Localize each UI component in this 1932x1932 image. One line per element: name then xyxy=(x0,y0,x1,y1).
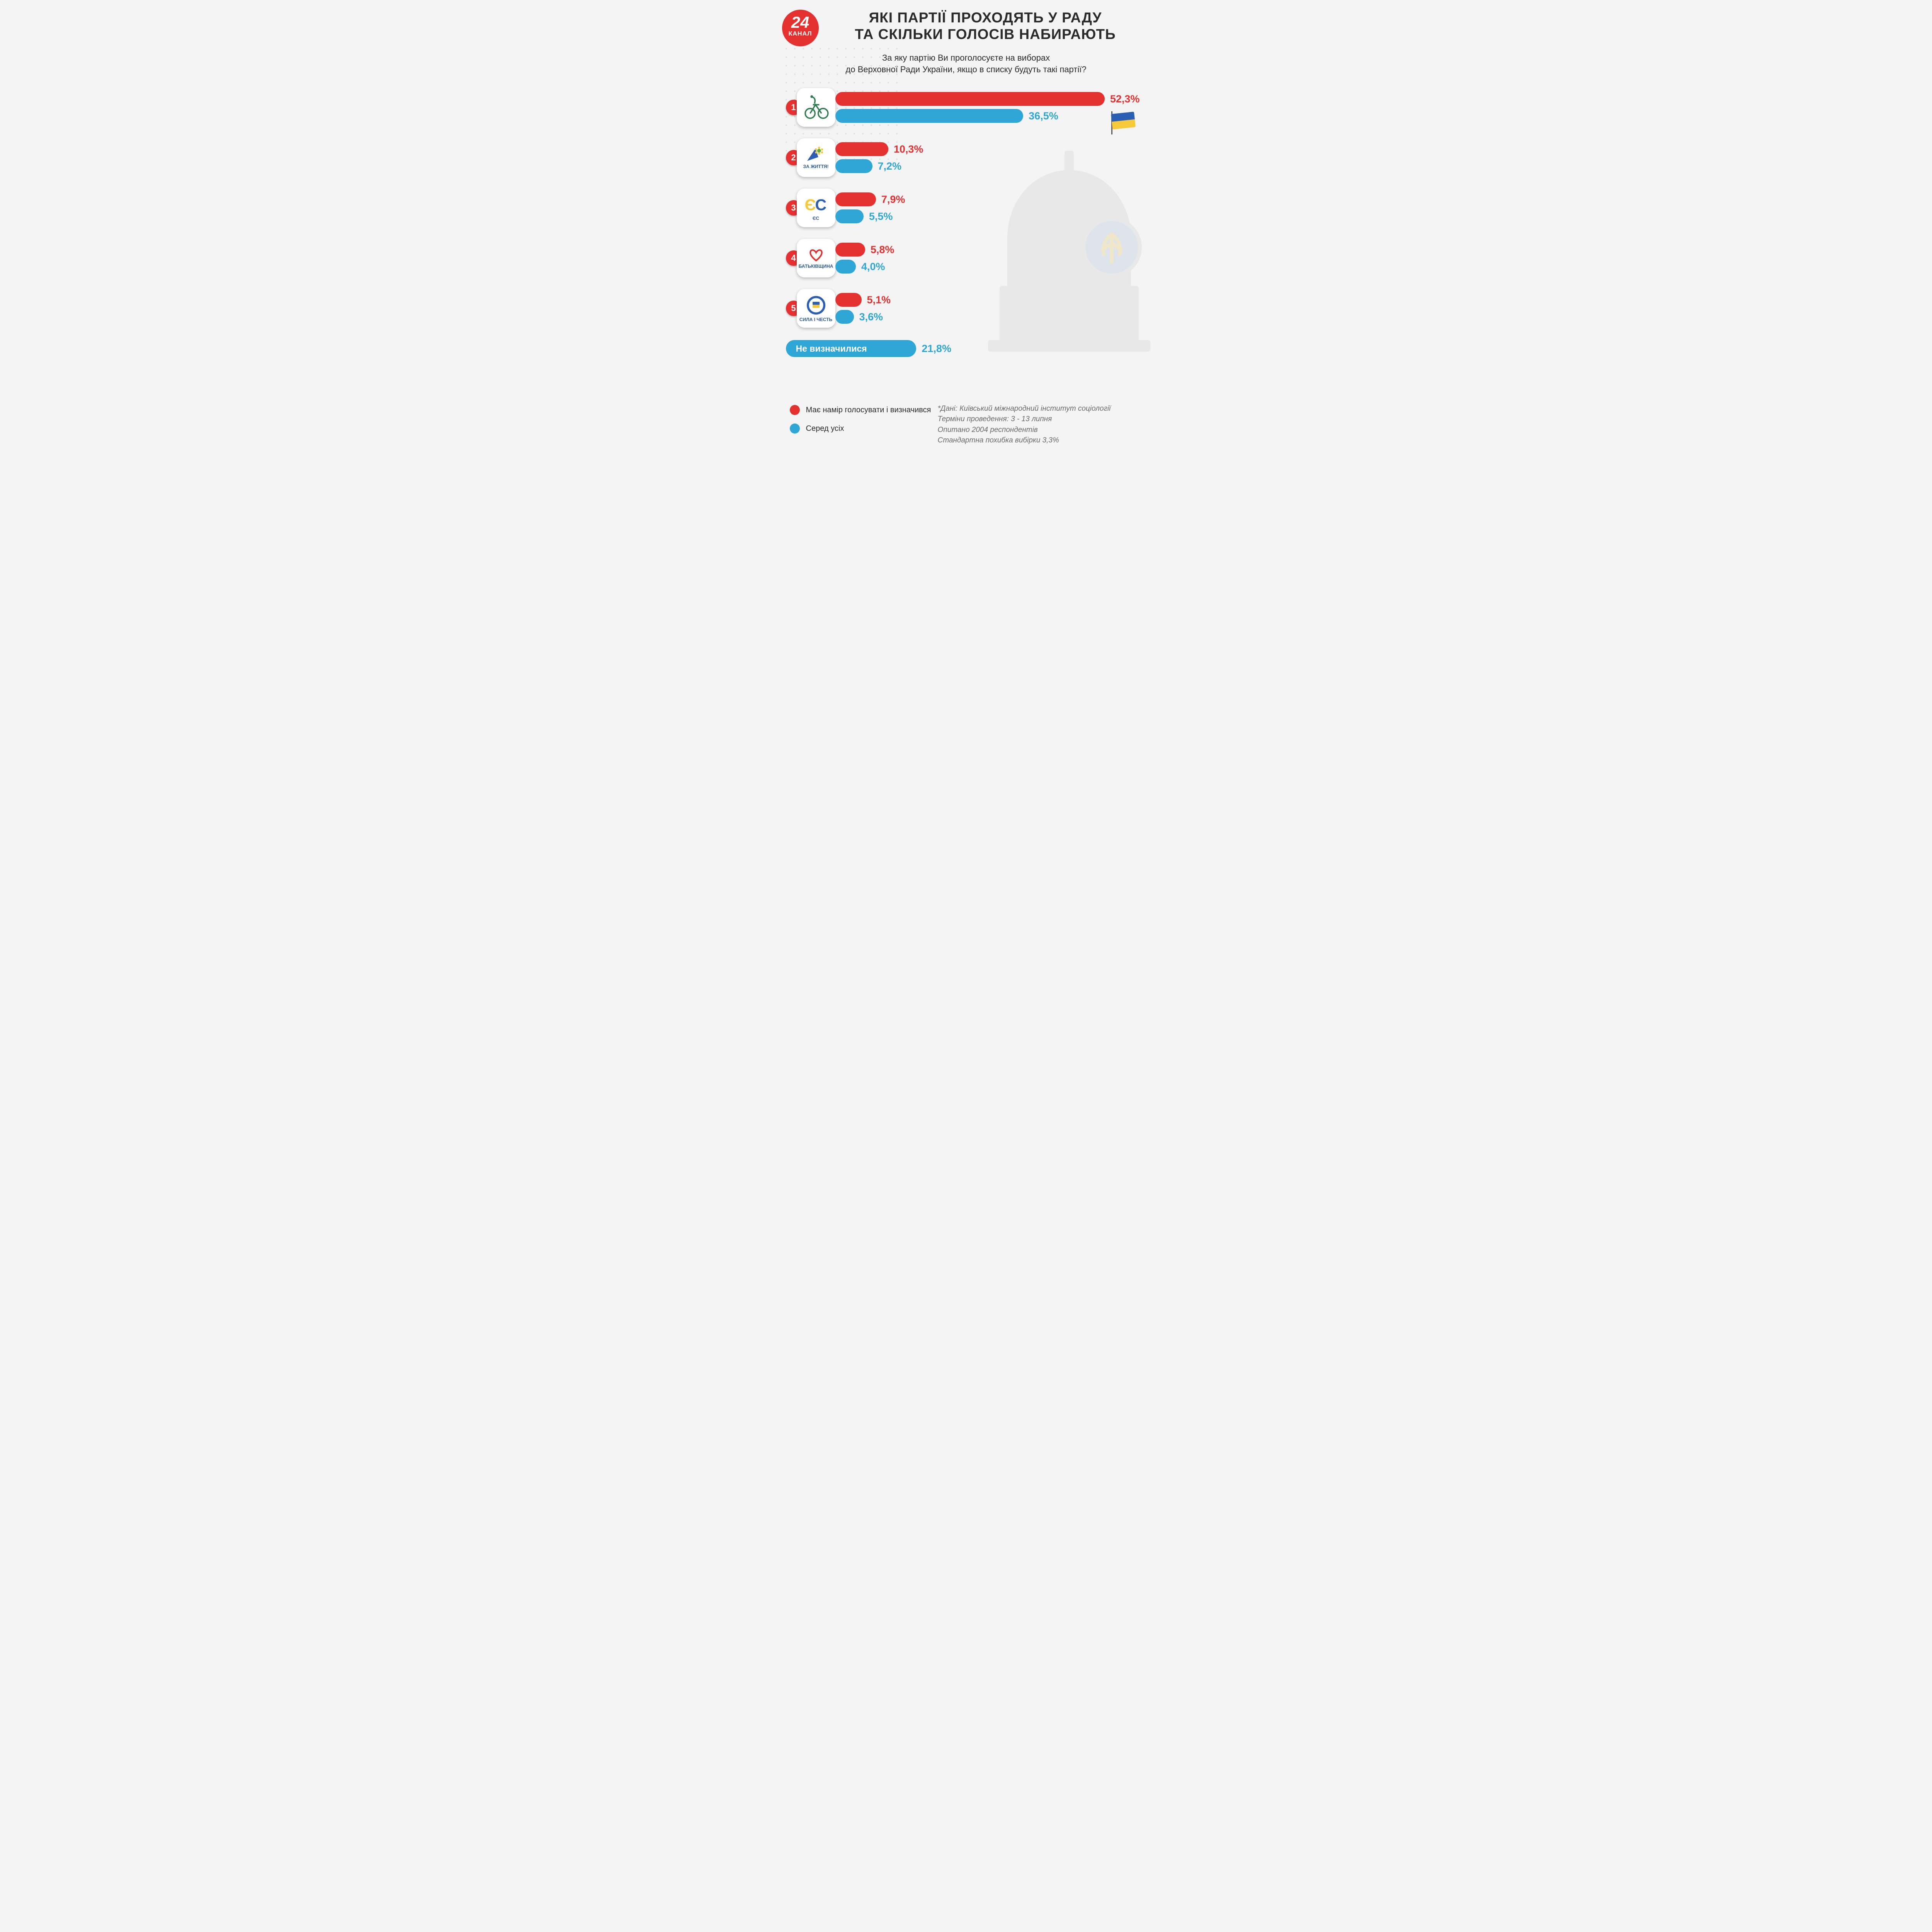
bar-pair: 10,3% 7,2% xyxy=(835,142,1146,176)
bar-all: 36,5% xyxy=(835,109,1024,123)
bar-all: 3,6% xyxy=(835,310,854,324)
bar-value-all: 7,2% xyxy=(878,159,902,173)
logo-number: 24 xyxy=(782,10,819,31)
bar-decided: 5,1% xyxy=(835,293,862,307)
chart-row: 152,3%36,5% xyxy=(786,85,1146,135)
page-subtitle: За яку партію Ви проголосуєте на виборах… xyxy=(798,52,1135,75)
legend-item-decided: Має намір голосувати і визначився xyxy=(790,405,931,415)
svg-text:С: С xyxy=(815,196,827,214)
undecided-value: 21,8% xyxy=(922,343,951,355)
poll-bar-chart: 152,3%36,5%2ЗА ЖИТТЯ!10,3%7,2%3ЄСЄС7,9%5… xyxy=(786,85,1146,359)
bar-value-decided: 52,3% xyxy=(1110,92,1140,106)
legend-label-decided: Має намір голосувати і визначився xyxy=(806,406,931,415)
source-line-2: Терміни проведення: 3 - 13 липня xyxy=(938,414,1143,425)
bar-decided: 52,3% xyxy=(835,92,1105,106)
bar-all: 4,0% xyxy=(835,260,856,274)
legend-dot-red xyxy=(790,405,800,415)
bar-value-decided: 7,9% xyxy=(881,192,905,206)
bar-value-decided: 10,3% xyxy=(894,142,923,156)
chart-row: 3ЄСЄС7,9%5,5% xyxy=(786,185,1146,236)
bar-pair: 7,9% 5,5% xyxy=(835,192,1146,226)
legend-dot-blue xyxy=(790,423,800,434)
legend-item-all: Серед усіх xyxy=(790,423,931,434)
bar-all: 5,5% xyxy=(835,209,864,223)
party-card xyxy=(797,88,835,127)
bar-value-all: 5,5% xyxy=(869,209,893,223)
source-line-1: *Дані: Київський міжнародний інститут со… xyxy=(938,403,1143,414)
infographic-page: 24 КАНАЛ ЯКІ ПАРТІЇ ПРОХОДЯТЬ У РАДУ ТА … xyxy=(774,0,1158,465)
party-card: ЗА ЖИТТЯ! xyxy=(797,138,835,177)
subtitle-line-1: За яку партію Ви проголосуєте на виборах xyxy=(798,52,1135,64)
source-line-4: Стандартна похибка вибірки 3,3% xyxy=(938,435,1143,446)
bar-value-all: 3,6% xyxy=(859,310,883,324)
bar-value-all: 36,5% xyxy=(1029,109,1058,123)
title-line-2: ТА СКІЛЬКИ ГОЛОСІВ НАБИРАЮТЬ xyxy=(825,26,1146,43)
bar-pair: 52,3% 36,5% xyxy=(835,92,1146,126)
undecided-bar: Не визначилися21,8% xyxy=(786,340,917,357)
bar-pair: 5,1% 3,6% xyxy=(835,293,1146,327)
party-card: ЄСЄС xyxy=(797,189,835,227)
page-title: ЯКІ ПАРТІЇ ПРОХОДЯТЬ У РАДУ ТА СКІЛЬКИ Г… xyxy=(825,10,1146,43)
legend-label-all: Серед усіх xyxy=(806,424,844,433)
undecided-row: Не визначилися 21,8% xyxy=(786,340,1146,359)
undecided-label: Не визначилися xyxy=(796,344,867,354)
chart-row: 4БАТЬКІВЩИНА5,8%4,0% xyxy=(786,236,1146,286)
bar-value-all: 4,0% xyxy=(861,260,885,274)
title-line-1: ЯКІ ПАРТІЇ ПРОХОДЯТЬ У РАДУ xyxy=(825,10,1146,26)
logo-label: КАНАЛ xyxy=(782,31,819,37)
source-line-3: Опитано 2004 респондентів xyxy=(938,425,1143,435)
channel-24-logo: 24 КАНАЛ xyxy=(782,10,819,46)
bar-pair: 5,8% 4,0% xyxy=(835,243,1146,277)
chart-row: 2ЗА ЖИТТЯ!10,3%7,2% xyxy=(786,135,1146,185)
legend: Має намір голосувати і визначився Серед … xyxy=(790,405,931,442)
party-card: СИЛА І ЧЕСТЬ xyxy=(797,289,835,328)
bar-decided: 5,8% xyxy=(835,243,865,257)
svg-text:Є: Є xyxy=(804,196,816,214)
party-card: БАТЬКІВЩИНА xyxy=(797,239,835,277)
bar-decided: 10,3% xyxy=(835,142,888,156)
bar-value-decided: 5,1% xyxy=(867,293,891,307)
source-box: *Дані: Київський міжнародний інститут со… xyxy=(938,403,1143,446)
bar-decided: 7,9% xyxy=(835,192,876,206)
chart-row: 5СИЛА І ЧЕСТЬ5,1%3,6% xyxy=(786,286,1146,336)
bar-value-decided: 5,8% xyxy=(871,243,895,257)
subtitle-line-2: до Верховної Ради України, якщо в списку… xyxy=(798,64,1135,75)
bar-all: 7,2% xyxy=(835,159,872,173)
